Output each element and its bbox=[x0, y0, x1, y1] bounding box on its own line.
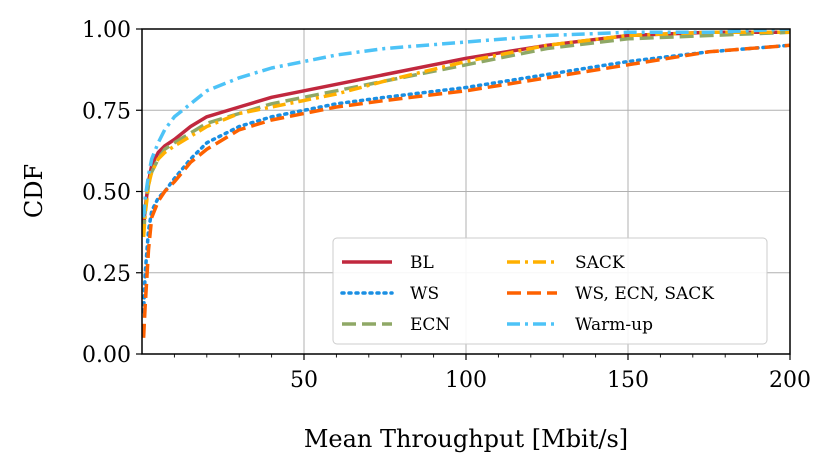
y-tick-label: 0.00 bbox=[82, 343, 131, 368]
x-tick-label: 200 bbox=[769, 368, 811, 393]
series-line-4 bbox=[142, 43, 790, 338]
axis-ticks bbox=[136, 28, 791, 360]
series-line-2 bbox=[142, 30, 790, 234]
legend-label-0: BL bbox=[410, 253, 434, 273]
y-tick-label: 1.00 bbox=[82, 18, 131, 43]
y-axis-label: CDF bbox=[20, 164, 48, 218]
legend-label-4: WS, ECN, SACK bbox=[575, 284, 714, 304]
legend: BL WS ECN SACK WS, ECN, SACK Warm-up bbox=[332, 237, 768, 345]
y-tick-label: 0.75 bbox=[82, 99, 131, 124]
series-layer bbox=[142, 29, 790, 338]
legend-label-2: ECN bbox=[410, 315, 450, 335]
x-tick-label: 50 bbox=[290, 368, 318, 393]
legend-label-5: Warm-up bbox=[575, 315, 653, 335]
y-tick-label: 0.25 bbox=[82, 262, 131, 287]
y-tick-label: 0.50 bbox=[82, 181, 131, 206]
series-line-5 bbox=[142, 29, 790, 218]
x-axis-label: Mean Throughput [Mbit/s] bbox=[304, 425, 628, 453]
x-tick-label: 150 bbox=[607, 368, 649, 393]
legend-label-3: SACK bbox=[575, 253, 625, 273]
tick-labels: 50 100 150 200 0.00 0.25 0.50 0.75 1.00 bbox=[82, 18, 811, 393]
series-line-1 bbox=[142, 43, 790, 314]
legend-box bbox=[332, 237, 768, 345]
legend-label-1: WS bbox=[410, 284, 439, 304]
x-tick-label: 100 bbox=[445, 368, 487, 393]
